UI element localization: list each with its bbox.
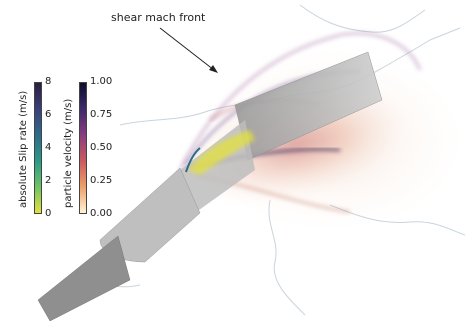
colorbar-velocity-tick: 0.00 — [90, 208, 113, 219]
colorbar-slip-tick: 4 — [45, 142, 52, 153]
colorbar-velocity-title: particle velocity (m/s) — [63, 98, 74, 208]
colorbar-slip-tick: 2 — [45, 175, 52, 186]
colorbar-slip-gradient — [34, 82, 42, 214]
colorbar-slip-tick: 6 — [45, 109, 52, 120]
colorbar-slip-tick: 0 — [45, 208, 52, 219]
colorbar-velocity-tick: 0.25 — [90, 175, 113, 186]
colorbar-velocity-tick: 1.00 — [90, 76, 113, 87]
colorbar-velocity-gradient — [79, 82, 87, 214]
annotation-arrow — [159, 27, 218, 73]
colorbar-velocity-tick: 0.75 — [90, 109, 113, 120]
wavefield-plume — [178, 31, 465, 235]
colorbar-slip-title: absolute Slip rate (m/s) — [18, 90, 29, 208]
colorbar-slip-tick: 8 — [45, 76, 52, 87]
slip-rate-patch — [185, 130, 255, 175]
colorbar-velocity-tick: 0.50 — [90, 142, 113, 153]
annotation-label: shear mach front — [111, 11, 206, 24]
